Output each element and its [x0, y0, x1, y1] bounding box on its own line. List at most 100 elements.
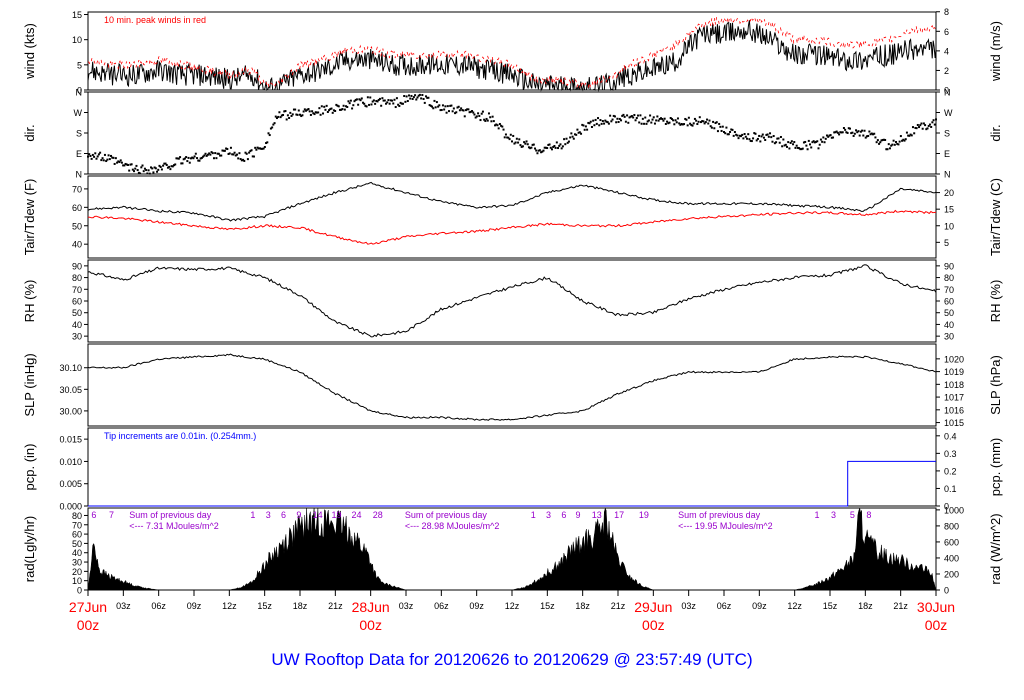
dir-point	[106, 158, 109, 161]
dir-point	[921, 127, 924, 130]
dir-point	[749, 139, 752, 142]
dir-point	[198, 159, 201, 162]
dir-point	[736, 134, 739, 137]
dir-ylabel-right: dir.	[988, 124, 1003, 141]
dir-point	[412, 96, 415, 99]
slp-ylabel-left: SLP (inHg)	[22, 353, 37, 416]
rad-hour-marker: 7	[109, 510, 114, 520]
dir-ytick-label-left: W	[74, 108, 83, 118]
dir-point	[834, 131, 837, 134]
dir-point	[521, 145, 524, 148]
dir-point	[747, 133, 750, 136]
dir-point	[675, 121, 678, 124]
dir-point	[782, 138, 785, 141]
dir-point	[897, 143, 900, 146]
dir-point	[899, 135, 902, 138]
dir-point	[370, 103, 373, 106]
dir-point	[151, 167, 154, 170]
dir-point	[922, 122, 925, 125]
dir-point	[309, 113, 312, 116]
dir-point	[519, 144, 522, 147]
dir-point	[693, 117, 696, 120]
dir-point	[382, 99, 385, 102]
dir-point	[583, 128, 586, 131]
dir-point	[171, 165, 174, 168]
dir-point	[704, 121, 707, 124]
rad-hour-marker: 9	[296, 510, 301, 520]
dir-point	[845, 131, 848, 134]
dir-point	[187, 156, 190, 159]
dir-point	[186, 160, 189, 163]
dir-point	[806, 148, 809, 151]
dir-point	[398, 105, 401, 108]
dir-point	[335, 103, 338, 106]
dir-point	[752, 137, 755, 140]
dir-point	[567, 140, 570, 143]
dir-point	[422, 98, 425, 101]
dir-point	[764, 139, 767, 142]
dir-point	[699, 121, 702, 124]
dir-point	[485, 117, 488, 120]
dir-point	[512, 134, 515, 137]
x-tick-label: 21z	[611, 601, 626, 611]
dir-point	[123, 164, 126, 167]
x-tick-label: 12z	[505, 601, 520, 611]
wind-ytick-label-right: 2	[944, 66, 949, 76]
dir-point	[587, 121, 590, 124]
dir-point	[636, 114, 639, 117]
dir-point	[836, 131, 839, 134]
dir-point	[269, 127, 272, 130]
dir-point	[368, 103, 371, 106]
dir-point	[376, 100, 379, 103]
dir-point	[435, 101, 438, 104]
wind-ylabel-left: wind (kts)	[22, 23, 37, 80]
dir-point	[925, 128, 928, 131]
dir-point	[409, 97, 412, 100]
dir-point	[681, 123, 684, 126]
dir-point	[257, 147, 260, 150]
dir-point	[273, 122, 276, 125]
dir-point	[299, 113, 301, 116]
dir-point	[708, 119, 711, 122]
temp-ylabel-left: Tair/Tdew (F)	[22, 179, 37, 256]
dir-point	[593, 124, 596, 127]
dir-point	[727, 133, 730, 136]
dir-point	[517, 141, 520, 144]
dir-point	[572, 137, 575, 140]
wind-ytick-label-right: 8	[944, 7, 949, 17]
dir-point	[156, 170, 159, 173]
rad-hour-marker: 3	[546, 510, 551, 520]
dir-point	[111, 156, 114, 159]
dir-point	[380, 104, 383, 107]
dir-point	[251, 155, 254, 158]
dir-point	[244, 151, 247, 154]
dir-point	[621, 114, 624, 117]
rad-ytick-label-right: 400	[944, 553, 959, 563]
dir-point	[399, 101, 402, 104]
dir-point	[755, 139, 758, 142]
dir-point	[856, 131, 859, 134]
dir-ytick-label-right: N	[944, 88, 951, 98]
slp-ytick-label-right: 1019	[944, 367, 964, 377]
dir-point	[670, 117, 673, 120]
dir-point	[89, 154, 92, 157]
dir-point	[160, 168, 163, 171]
dir-point	[610, 120, 613, 123]
dir-point	[566, 141, 569, 144]
rad-ytick-label-left: 60	[72, 530, 82, 540]
dir-point	[783, 144, 786, 147]
dir-point	[431, 105, 434, 108]
dir-point	[348, 102, 351, 105]
dir-point	[357, 103, 360, 106]
date-label-day: 28Jun	[352, 599, 390, 615]
pcp-ytick-label-left: 0.005	[59, 479, 82, 489]
rh-ytick-label-left: 60	[72, 297, 82, 307]
dir-point	[163, 162, 166, 165]
dir-point	[529, 147, 532, 150]
dir-point	[555, 141, 558, 144]
dir-point	[203, 154, 206, 157]
dir-point	[575, 133, 578, 136]
dir-point	[507, 136, 510, 139]
dir-point	[199, 157, 202, 160]
dir-point	[464, 109, 467, 112]
